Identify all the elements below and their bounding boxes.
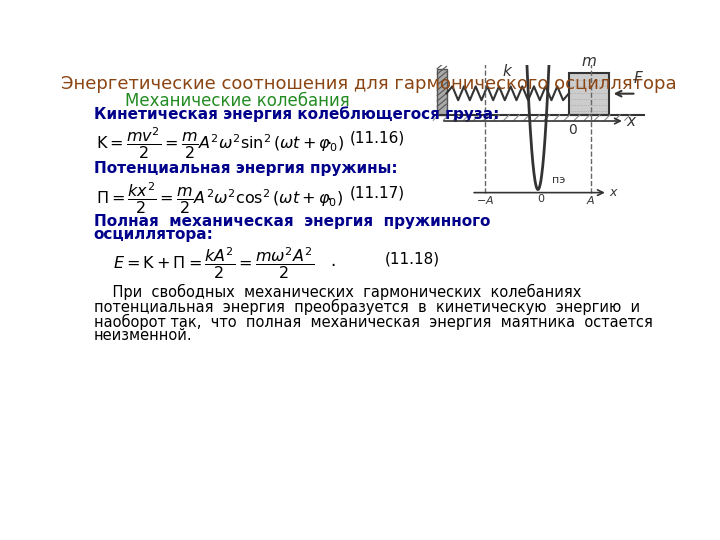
Text: (11.17): (11.17) (350, 186, 405, 201)
Text: $A$: $A$ (586, 194, 595, 206)
Text: $x$: $x$ (626, 113, 638, 129)
Text: $x$: $x$ (609, 186, 619, 199)
Text: $\Pi = \dfrac{kx^2}{2} = \dfrac{m}{2}A^2\omega^2\cos^2(\omega t + \varphi_0)$: $\Pi = \dfrac{kx^2}{2} = \dfrac{m}{2}A^2… (96, 180, 343, 216)
Text: $.$: $.$ (326, 186, 332, 204)
Bar (569, 72, 609, 115)
Text: (11.16): (11.16) (350, 130, 405, 145)
Text: потенциальная  энергия  преобразуется  в  кинетическую  энергию  и: потенциальная энергия преобразуется в ки… (94, 299, 640, 315)
Text: наоборот так,  что  полная  механическая  энергия  маятника  остается: наоборот так, что полная механическая эн… (94, 314, 653, 329)
Text: Кинетическая энергия колеблющегося груза:: Кинетическая энергия колеблющегося груза… (94, 106, 499, 122)
Text: осциллятора:: осциллятора: (94, 226, 214, 241)
Text: $\mathrm{K} = \dfrac{mv^2}{2} = \dfrac{m}{2}A^2\omega^2\sin^2(\omega t + \varphi: $\mathrm{K} = \dfrac{mv^2}{2} = \dfrac{m… (96, 125, 344, 160)
Text: $E = \mathrm{K} + \Pi = \dfrac{kA^2}{2} = \dfrac{m\omega^2 A^2}{2}$: $E = \mathrm{K} + \Pi = \dfrac{kA^2}{2} … (113, 246, 315, 281)
Text: неизменной.: неизменной. (94, 328, 192, 343)
Text: $F$: $F$ (633, 70, 644, 86)
Text: 0: 0 (538, 194, 544, 204)
Text: $m$: $m$ (581, 53, 597, 69)
Text: $.$: $.$ (330, 252, 336, 270)
Text: 0: 0 (567, 123, 577, 137)
Text: При  свободных  механических  гармонических  колебаниях: При свободных механических гармонических… (94, 284, 581, 300)
Text: Полная  механическая  энергия  пружинного: Полная механическая энергия пружинного (94, 214, 490, 229)
Text: $-A$: $-A$ (476, 194, 495, 206)
Text: $.$: $.$ (326, 130, 332, 148)
Text: Энергетические соотношения для гармонического осциллятора: Энергетические соотношения для гармониче… (61, 75, 677, 93)
Bar (437, 69, 446, 115)
Text: Механические колебания: Механические колебания (125, 92, 350, 110)
Text: пэ: пэ (552, 175, 565, 185)
Text: Потенциальная энергия пружины:: Потенциальная энергия пружины: (94, 161, 397, 176)
Text: (11.18): (11.18) (384, 252, 440, 267)
Text: $k$: $k$ (502, 63, 513, 79)
